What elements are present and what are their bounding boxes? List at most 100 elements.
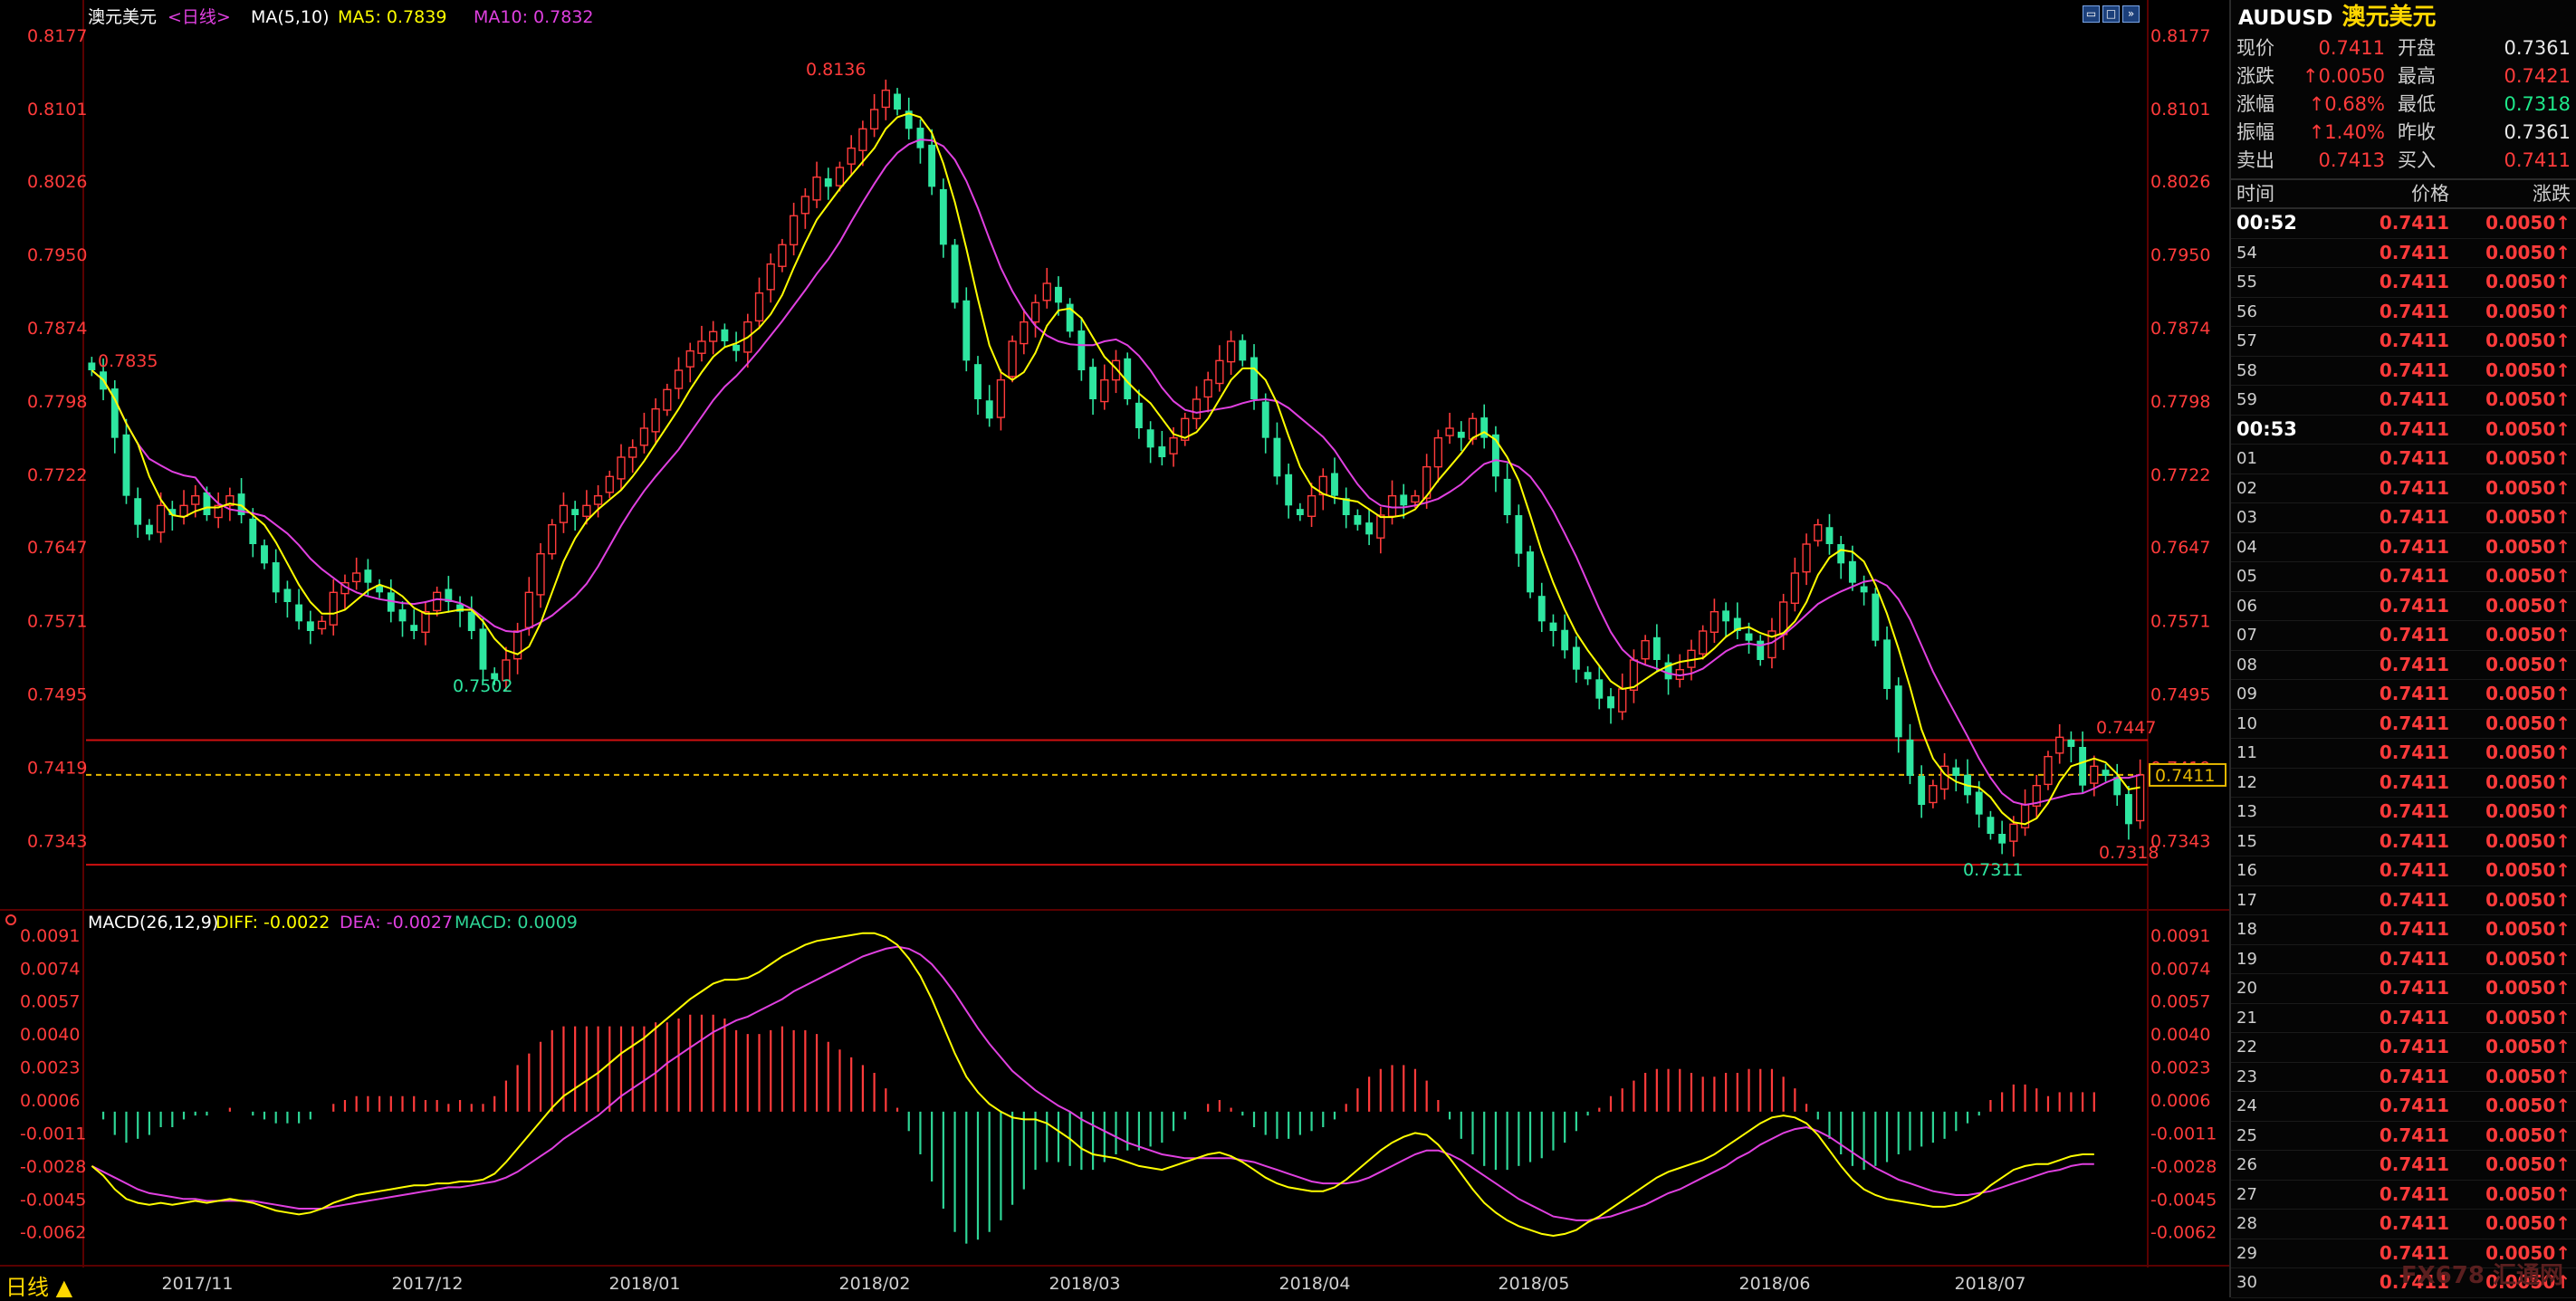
annotation-low2: 0.7311	[1963, 860, 2023, 880]
tick-row[interactable]: 28 0.7411 0.0050↑	[2231, 1210, 2576, 1239]
tick-row[interactable]: 17 0.7411 0.0050↑	[2231, 886, 2576, 915]
tick-time: 00:53	[2236, 417, 2297, 440]
candle-body	[548, 523, 557, 555]
kline-chart[interactable]: 0.8177 0.8177 0.8101 0.8101 0.8026 0.8026 0.79…	[0, 0, 2229, 1297]
tick-row[interactable]: 09 0.7411 0.0050↑	[2231, 680, 2576, 710]
y-tick-label-right: 0.7798	[2150, 392, 2210, 412]
tick-row[interactable]: 18 0.7411 0.0050↑	[2231, 915, 2576, 945]
candle-body	[1745, 633, 1753, 641]
q-value: 0.7411	[2318, 37, 2385, 59]
tick-row[interactable]: 25 0.7411 0.0050↑	[2231, 1122, 2576, 1151]
tick-row[interactable]: 29 0.7411 0.0050↑	[2231, 1239, 2576, 1268]
tick-row[interactable]: 30 0.7411 0.0050↑	[2231, 1268, 2576, 1298]
candle-body	[1722, 610, 1730, 622]
candle-body	[1030, 301, 1040, 323]
forward-icon[interactable]: »	[2122, 5, 2140, 23]
tick-time: 29	[2236, 1243, 2257, 1263]
candle-body	[766, 263, 775, 291]
candle-body	[571, 509, 579, 515]
tick-row[interactable]: 22 0.7411 0.0050↑	[2231, 1033, 2576, 1063]
tick-change: 0.0050↑	[2485, 1065, 2571, 1087]
macd-y-tick-right: 0.0074	[2150, 959, 2210, 979]
tick-row[interactable]: 26 0.7411 0.0050↑	[2231, 1151, 2576, 1181]
tick-change: 0.0050↑	[2485, 1095, 2571, 1116]
candle-body	[1354, 515, 1362, 525]
tick-row[interactable]: 16 0.7411 0.0050↑	[2231, 856, 2576, 886]
tick-row[interactable]: 23 0.7411 0.0050↑	[2231, 1063, 2576, 1092]
tick-row[interactable]: 24 0.7411 0.0050↑	[2231, 1092, 2576, 1122]
tick-row[interactable]: 57 0.7411 0.0050↑	[2231, 327, 2576, 357]
dea-line	[91, 945, 2094, 1221]
tick-time: 09	[2236, 684, 2257, 703]
candle-body	[1802, 543, 1811, 573]
tick-change: 0.0050↑	[2485, 447, 2571, 469]
period-tab[interactable]: 日线 ▲	[5, 1275, 73, 1300]
tick-change: 0.0050↑	[2485, 212, 2571, 234]
tick-row[interactable]: 20 0.7411 0.0050↑	[2231, 974, 2576, 1004]
tick-row[interactable]: 01 0.7411 0.0050↑	[2231, 445, 2576, 474]
candle-body	[928, 144, 936, 187]
tick-time: 23	[2236, 1067, 2257, 1086]
y-tick-label-right: 0.8026	[2150, 172, 2210, 192]
tick-row[interactable]: 15 0.7411 0.0050↑	[2231, 827, 2576, 856]
tick-row[interactable]: 19 0.7411 0.0050↑	[2231, 945, 2576, 974]
tick-row[interactable]: 00:53 0.7411 0.0050↑	[2231, 416, 2576, 445]
candle-body	[479, 628, 487, 670]
tick-price: 0.7411	[2379, 977, 2449, 999]
candle-body	[962, 300, 971, 361]
chart-area[interactable]: 0.8177 0.8177 0.8101 0.8101 0.8026 0.8026 0.79…	[0, 0, 2229, 1300]
tick-row[interactable]: 27 0.7411 0.0050↑	[2231, 1181, 2576, 1210]
tick-change: 0.0050↑	[2485, 1036, 2571, 1057]
candle-body	[1042, 282, 1051, 301]
tick-row[interactable]: 21 0.7411 0.0050↑	[2231, 1004, 2576, 1033]
tick-row[interactable]: 13 0.7411 0.0050↑	[2231, 798, 2576, 827]
tick-row[interactable]: 59 0.7411 0.0050↑	[2231, 386, 2576, 416]
tick-change: 0.0050↑	[2485, 476, 2571, 499]
candle-body	[1169, 436, 1178, 454]
ma5-line	[91, 112, 2140, 826]
y-tick-label-left: 0.7722	[27, 465, 87, 485]
candle-body	[1066, 303, 1074, 332]
y-tick-label-left: 0.7571	[27, 611, 87, 631]
q-value: ↑1.40%	[2308, 121, 2385, 143]
candle-body	[1077, 330, 1086, 370]
tick-time: 20	[2236, 979, 2257, 998]
tick-row[interactable]: 12 0.7411 0.0050↑	[2231, 769, 2576, 798]
candle-body	[1906, 739, 1914, 776]
candle-body	[203, 492, 211, 515]
tick-row[interactable]: 06 0.7411 0.0050↑	[2231, 592, 2576, 621]
tick-change: 0.0050↑	[2485, 653, 2571, 675]
restore-icon[interactable]: ▭	[2083, 5, 2100, 23]
tick-row[interactable]: 58 0.7411 0.0050↑	[2231, 357, 2576, 386]
candle-body	[754, 292, 764, 322]
tick-row[interactable]: 04 0.7411 0.0050↑	[2231, 533, 2576, 562]
candle-body	[905, 110, 913, 129]
candle-body	[605, 475, 614, 493]
tick-row[interactable]: 11 0.7411 0.0050↑	[2231, 739, 2576, 769]
tick-list[interactable]: 00:52 0.7411 0.0050↑ 54 0.7411 0.0050↑ 55 0.7…	[2231, 209, 2576, 1298]
tick-row[interactable]: 00:52 0.7411 0.0050↑	[2231, 209, 2576, 239]
macd-y-tick-right: -0.0045	[2150, 1190, 2217, 1210]
tick-row[interactable]: 54 0.7411 0.0050↑	[2231, 239, 2576, 268]
candle-body	[421, 610, 430, 633]
maximize-icon[interactable]: □	[2102, 5, 2120, 23]
window-buttons: ▭ □ »	[2083, 5, 2140, 23]
watermark: FX678 汇通网	[2400, 1262, 2563, 1289]
y-tick-label-left: 0.8026	[27, 172, 87, 192]
candle-body	[191, 494, 200, 505]
tick-price: 0.7411	[2379, 1271, 2449, 1293]
candle-body	[1952, 767, 1960, 776]
tick-row[interactable]: 05 0.7411 0.0050↑	[2231, 562, 2576, 592]
candle-body	[214, 504, 223, 519]
tick-row[interactable]: 07 0.7411 0.0050↑	[2231, 621, 2576, 651]
tick-row[interactable]: 56 0.7411 0.0050↑	[2231, 298, 2576, 327]
candle-body	[996, 378, 1006, 418]
tick-row[interactable]: 55 0.7411 0.0050↑	[2231, 268, 2576, 298]
symbol-code: AUDUSD	[2238, 7, 2333, 30]
tick-row[interactable]: 02 0.7411 0.0050↑	[2231, 474, 2576, 503]
tick-row[interactable]: 10 0.7411 0.0050↑	[2231, 710, 2576, 739]
tick-row[interactable]: 03 0.7411 0.0050↑	[2231, 503, 2576, 533]
tick-row[interactable]: 08 0.7411 0.0050↑	[2231, 651, 2576, 680]
macd-label: MACD(26,12,9)	[88, 913, 218, 933]
candle-body	[1515, 515, 1523, 554]
